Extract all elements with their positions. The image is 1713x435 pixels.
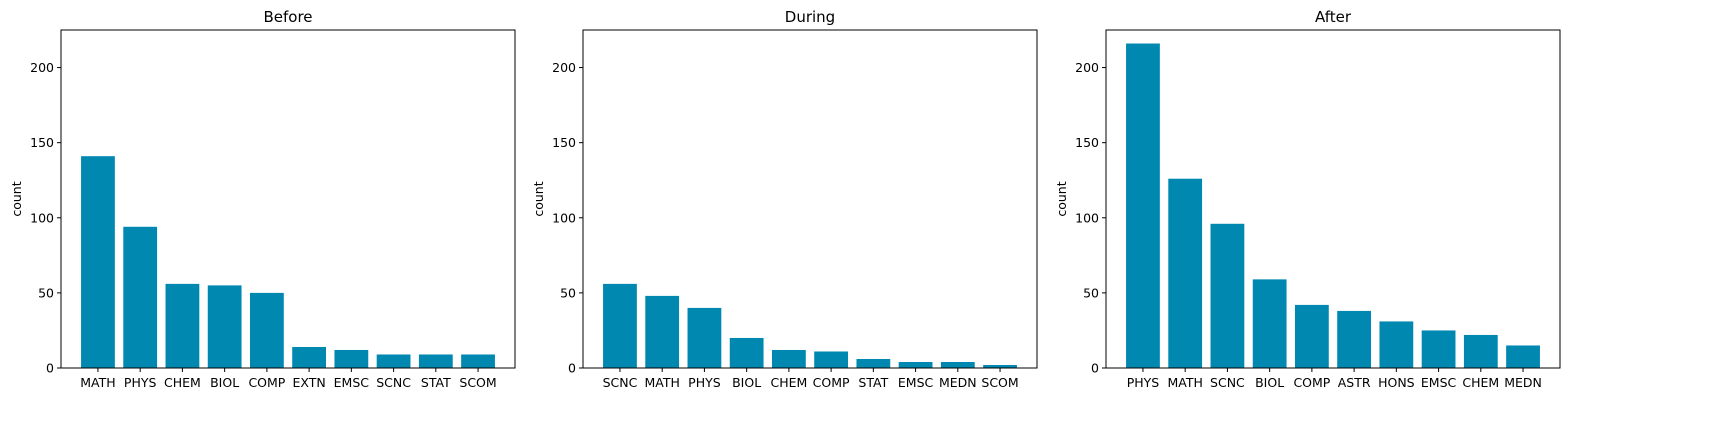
y-tick-label: 100 xyxy=(1075,210,1099,225)
x-tick-label-extn: EXTN xyxy=(292,375,325,390)
chart-panel-1: 0 50 100 150 200 MATH PHYS CHEM BIOL COMP EXTN EMSC… xyxy=(9,8,516,390)
x-tick-label-math: MATH xyxy=(1167,375,1202,390)
x-tick-label-scnc: SCNC xyxy=(1210,375,1245,390)
y-axis-label: count xyxy=(9,181,24,216)
x-tick-label-emsc: EMSC xyxy=(1421,375,1457,390)
x-tick-label-biol: BIOL xyxy=(1255,375,1284,390)
y-tick-label: 200 xyxy=(30,60,54,75)
x-tick-label-phys: PHYS xyxy=(688,375,721,390)
plot-frame xyxy=(1105,29,1561,369)
y-tick-label: 0 xyxy=(46,361,54,376)
bar-extn xyxy=(292,346,327,368)
x-tick-label-scom: SCOM xyxy=(981,375,1018,390)
bar-phys xyxy=(1126,43,1160,369)
bar-emsc xyxy=(898,361,933,368)
y-tick-label: 50 xyxy=(38,285,54,300)
bar-medn xyxy=(940,361,975,368)
y-tick-label: 200 xyxy=(552,60,576,75)
x-tick-label-stat: STAT xyxy=(858,375,888,390)
x-tick-label-chem: CHEM xyxy=(164,375,201,390)
x-tick-label-biol: BIOL xyxy=(732,375,761,390)
bar-emsc xyxy=(1421,330,1456,368)
plot-frame xyxy=(60,29,516,369)
x-tick-label-emsc: EMSC xyxy=(334,375,370,390)
y-axis-label: count xyxy=(1054,181,1069,216)
x-tick-label-comp: COMP xyxy=(248,375,285,390)
y-tick-label: 100 xyxy=(552,210,576,225)
x-tick-label-math: MATH xyxy=(80,375,115,390)
bar-math xyxy=(645,295,680,368)
y-tick-label: 50 xyxy=(1083,285,1099,300)
bar-comp xyxy=(249,292,284,368)
y-tick-label: 150 xyxy=(552,135,576,150)
bar-chem xyxy=(165,283,200,368)
bar-chem xyxy=(1463,334,1498,368)
chart-title: During xyxy=(785,8,835,26)
x-tick-label-comp: COMP xyxy=(813,375,850,390)
bar-biol xyxy=(729,337,764,368)
bar-phys xyxy=(687,307,722,368)
bar-scnc xyxy=(603,283,637,368)
chart-panel-2: 0 50 100 150 200 SCNC MATH PHYS BIOL CHEM COMP STAT… xyxy=(531,8,1038,390)
x-tick-label-medn: MEDN xyxy=(1504,375,1542,390)
y-axis-label: count xyxy=(531,181,546,216)
bar-scnc xyxy=(1210,223,1245,368)
x-tick-label-scom: SCOM xyxy=(459,375,496,390)
x-tick-label-phys: PHYS xyxy=(1127,375,1160,390)
y-tick-label: 0 xyxy=(1091,361,1099,376)
bar-comp xyxy=(814,351,849,368)
chart-title: After xyxy=(1315,8,1352,26)
x-tick-label-astr: ASTR xyxy=(1338,375,1371,390)
bar-biol xyxy=(207,285,242,368)
bar-phys xyxy=(123,226,158,368)
bar-math xyxy=(81,156,115,368)
bar-stat xyxy=(418,354,453,368)
bar-stat xyxy=(856,358,891,368)
bar-scom xyxy=(983,365,1017,368)
x-tick-label-scnc: SCNC xyxy=(376,375,411,390)
x-tick-label-emsc: EMSC xyxy=(898,375,934,390)
bar-emsc xyxy=(334,349,369,368)
x-tick-label-chem: CHEM xyxy=(1462,375,1499,390)
plot-frame xyxy=(582,29,1038,369)
bar-medn xyxy=(1506,345,1540,368)
x-tick-label-comp: COMP xyxy=(1293,375,1330,390)
y-tick-label: 100 xyxy=(30,210,54,225)
chart-title: Before xyxy=(263,8,312,26)
chart-panel-3: 0 50 100 150 200 PHYS MATH SCNC BIOL COMP ASTR HONS… xyxy=(1054,8,1561,390)
y-tick-label: 150 xyxy=(1075,135,1099,150)
x-tick-label-chem: CHEM xyxy=(770,375,807,390)
x-tick-label-biol: BIOL xyxy=(210,375,239,390)
x-tick-label-phys: PHYS xyxy=(124,375,157,390)
bar-comp xyxy=(1294,304,1329,368)
x-tick-label-hons: HONS xyxy=(1378,375,1415,390)
x-tick-label-math: MATH xyxy=(644,375,679,390)
x-tick-label-scnc: SCNC xyxy=(603,375,638,390)
bar-chem xyxy=(771,349,806,368)
bar-math xyxy=(1168,178,1203,368)
x-tick-label-medn: MEDN xyxy=(939,375,977,390)
x-tick-label-stat: STAT xyxy=(421,375,451,390)
bar-scnc xyxy=(376,354,411,368)
y-tick-label: 150 xyxy=(30,135,54,150)
y-tick-label: 200 xyxy=(1075,60,1099,75)
bar-scom xyxy=(461,354,495,368)
bar-biol xyxy=(1252,279,1287,368)
y-tick-label: 50 xyxy=(560,285,576,300)
y-tick-label: 0 xyxy=(568,361,576,376)
bar-hons xyxy=(1379,321,1414,368)
bar-astr xyxy=(1337,310,1372,368)
